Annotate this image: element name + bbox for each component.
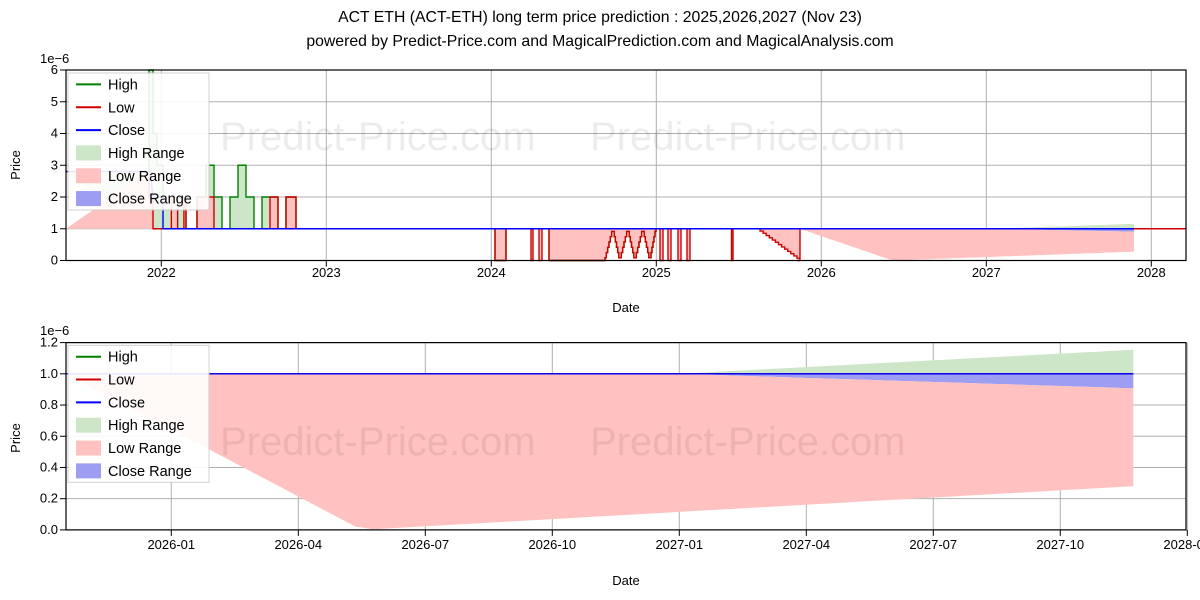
svg-text:2027-04: 2027-04 [782, 537, 830, 552]
svg-text:2026-07: 2026-07 [401, 537, 449, 552]
svg-text:High: High [108, 350, 138, 366]
svg-text:Predict-Price.com: Predict-Price.com [220, 420, 536, 464]
svg-text:High: High [108, 77, 138, 93]
svg-text:Predict-Price.com: Predict-Price.com [590, 420, 906, 464]
svg-text:3: 3 [51, 157, 58, 172]
svg-text:0.4: 0.4 [40, 459, 58, 474]
svg-text:0: 0 [51, 253, 58, 268]
svg-text:High Range: High Range [108, 418, 185, 434]
svg-text:2022: 2022 [147, 265, 176, 280]
svg-text:2024: 2024 [477, 265, 506, 280]
svg-text:Low Range: Low Range [108, 169, 181, 185]
svg-text:5: 5 [51, 94, 58, 109]
svg-text:Low: Low [108, 373, 135, 389]
svg-text:Date: Date [612, 573, 639, 588]
svg-text:4: 4 [51, 126, 58, 141]
svg-text:2027-07: 2027-07 [909, 537, 957, 552]
svg-text:0.0: 0.0 [40, 522, 58, 537]
svg-text:2026-10: 2026-10 [528, 537, 576, 552]
svg-text:Price: Price [8, 150, 23, 180]
svg-text:2026-01: 2026-01 [147, 537, 195, 552]
svg-text:Price: Price [8, 423, 23, 453]
svg-text:Close: Close [108, 395, 145, 411]
svg-text:Low: Low [108, 100, 135, 116]
svg-text:2026-04: 2026-04 [274, 537, 322, 552]
svg-text:2028-01: 2028-01 [1163, 537, 1200, 552]
svg-text:Close: Close [108, 123, 145, 139]
svg-text:2023: 2023 [312, 265, 341, 280]
svg-text:Date: Date [612, 300, 639, 315]
svg-text:Close Range: Close Range [108, 464, 192, 480]
svg-text:2026: 2026 [807, 265, 836, 280]
svg-text:0.6: 0.6 [40, 428, 58, 443]
svg-text:1.0: 1.0 [40, 366, 58, 381]
svg-text:Predict-Price.com: Predict-Price.com [590, 115, 906, 159]
svg-text:1e−6: 1e−6 [40, 323, 69, 338]
svg-text:2025: 2025 [642, 265, 671, 280]
svg-text:Close Range: Close Range [108, 192, 192, 208]
svg-text:2027-01: 2027-01 [655, 537, 703, 552]
svg-text:1: 1 [51, 221, 58, 236]
svg-text:1e−6: 1e−6 [40, 51, 69, 66]
svg-text:2028: 2028 [1137, 265, 1166, 280]
svg-text:0.8: 0.8 [40, 397, 58, 412]
svg-text:High Range: High Range [108, 146, 185, 162]
svg-text:2027-10: 2027-10 [1036, 537, 1084, 552]
svg-text:2: 2 [51, 189, 58, 204]
svg-text:Predict-Price.com: Predict-Price.com [220, 115, 536, 159]
svg-text:0.2: 0.2 [40, 491, 58, 506]
svg-text:2027: 2027 [972, 265, 1001, 280]
svg-text:Low Range: Low Range [108, 441, 181, 457]
